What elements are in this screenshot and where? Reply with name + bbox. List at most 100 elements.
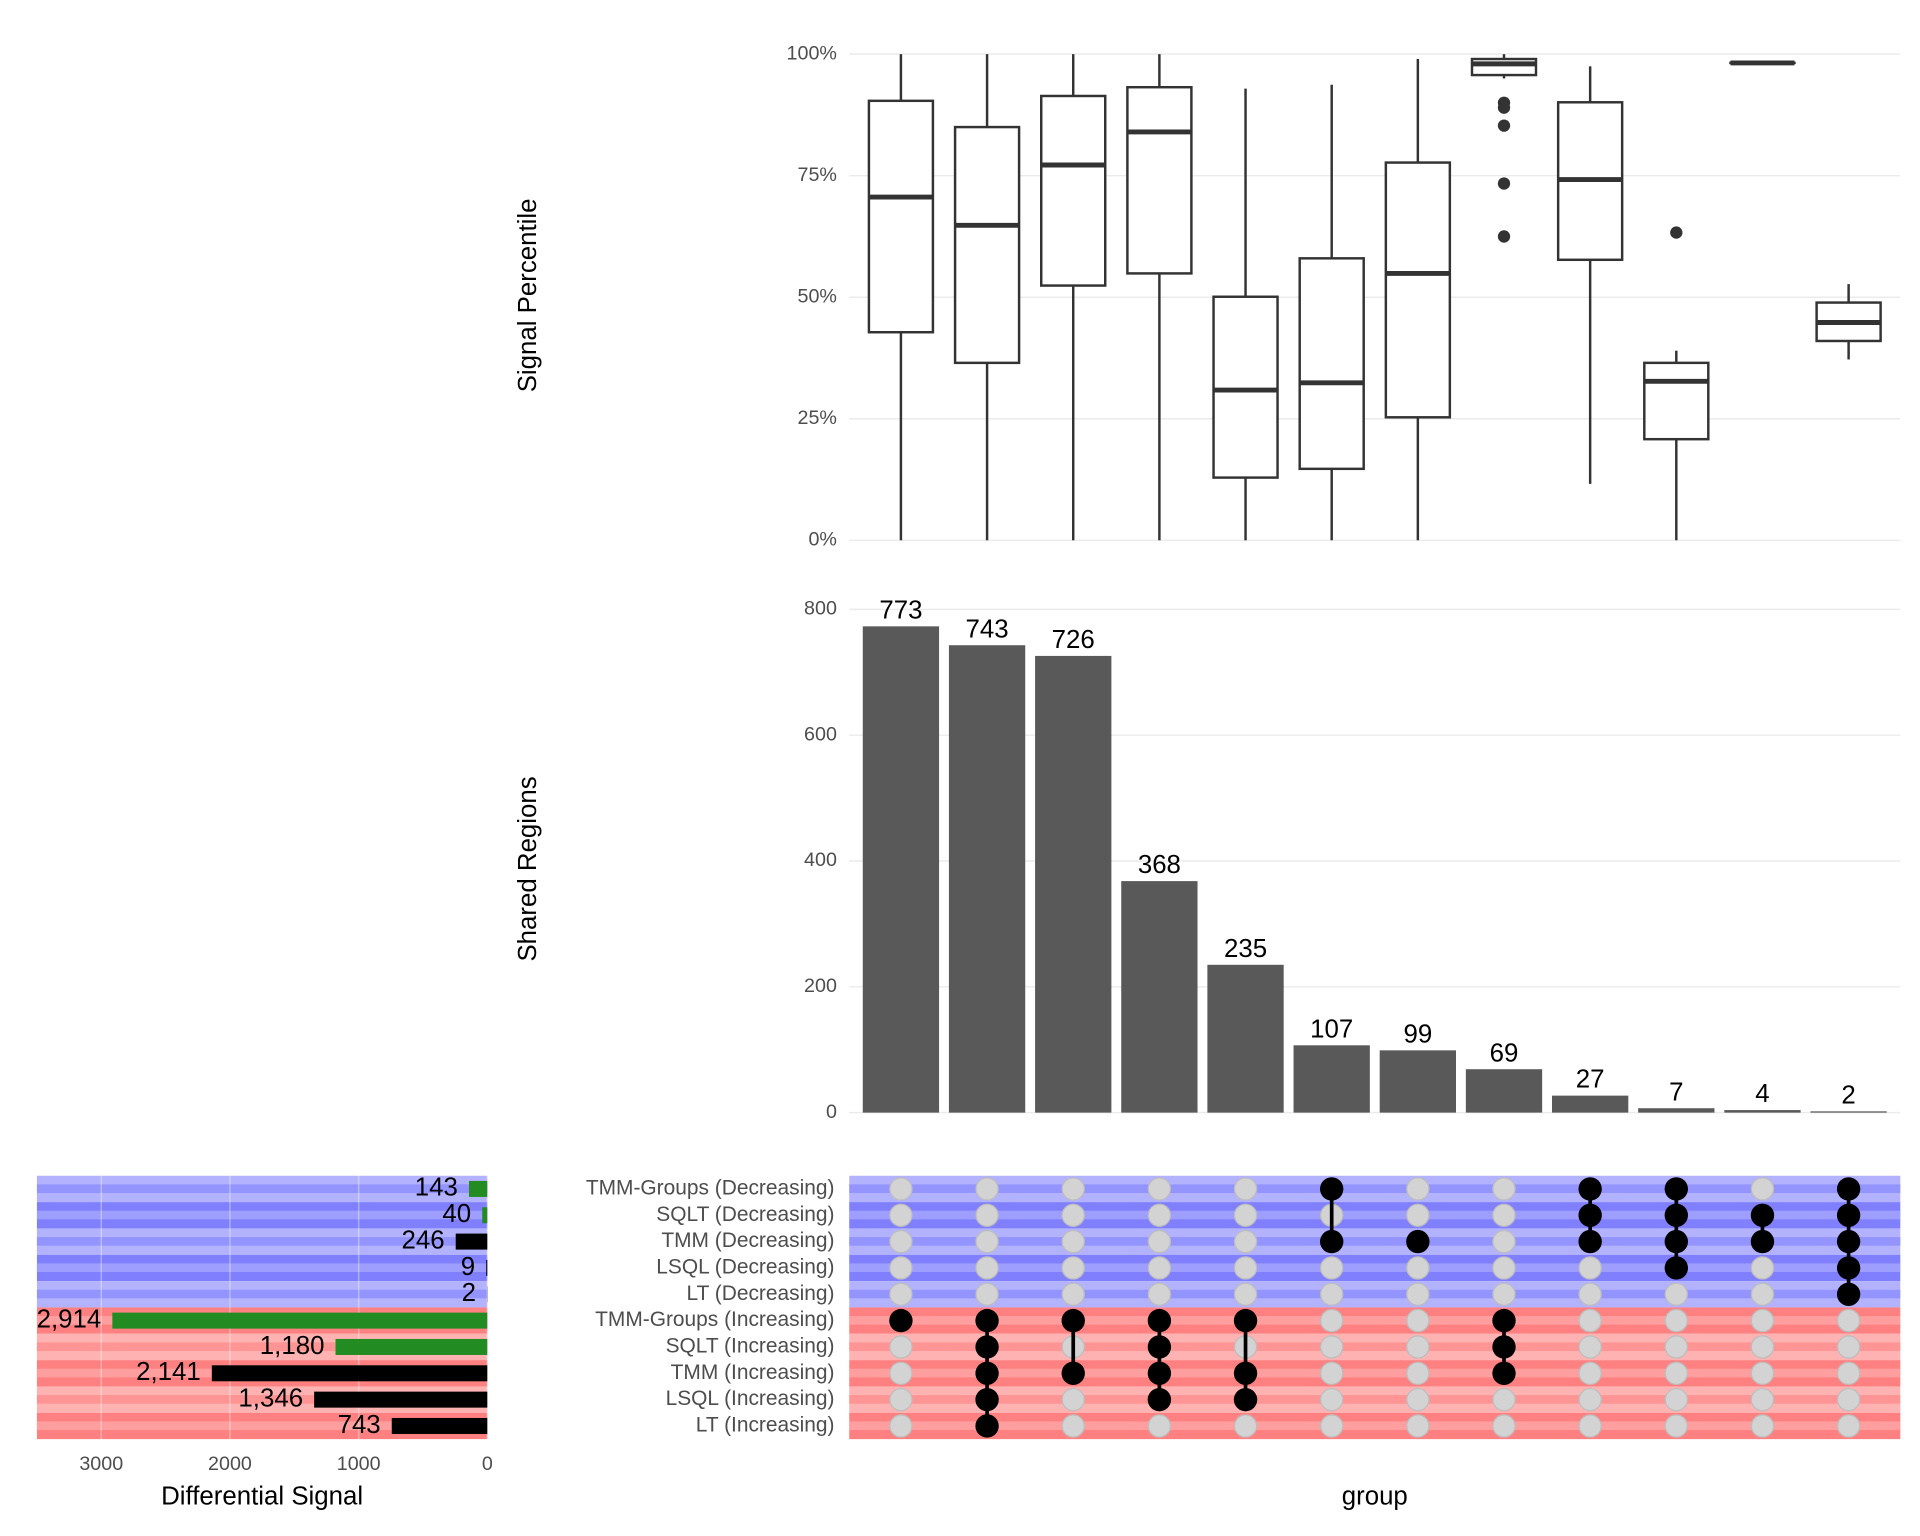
member-dot <box>1233 1387 1258 1412</box>
member-dot <box>1836 1229 1861 1254</box>
row-stripe <box>36 1184 488 1193</box>
set-label: TMM (Decreasing) <box>661 1229 834 1252</box>
empty-dot <box>1836 1387 1861 1412</box>
empty-dot <box>889 1229 913 1254</box>
empty-dot <box>1750 1335 1775 1359</box>
outlier <box>1497 119 1511 132</box>
bar-value-label: 2,914 <box>37 1305 102 1333</box>
bar-value-label: 246 <box>402 1226 445 1254</box>
x-axis-title: Differential Signal <box>161 1483 363 1511</box>
set-label: SQLT (Decreasing) <box>656 1203 834 1226</box>
bar <box>1638 1108 1715 1113</box>
empty-dot <box>1406 1177 1430 1201</box>
empty-dot <box>1233 1229 1258 1254</box>
empty-dot <box>889 1387 913 1412</box>
empty-dot <box>1147 1414 1172 1438</box>
x-axis-title: group <box>1342 1483 1408 1511</box>
member-dot <box>1664 1203 1688 1227</box>
empty-dot <box>1750 1308 1775 1333</box>
empty-dot <box>1233 1256 1258 1280</box>
empty-dot <box>975 1203 999 1227</box>
bar <box>1035 655 1112 1113</box>
member-dot <box>1664 1177 1688 1201</box>
member-dot <box>1147 1308 1172 1333</box>
empty-dot <box>889 1177 913 1201</box>
bar <box>1724 1110 1801 1113</box>
member-dot <box>1664 1256 1688 1280</box>
row-stripe <box>36 1237 488 1246</box>
set-label: TMM-Groups (Decreasing) <box>586 1176 835 1199</box>
empty-dot <box>1233 1414 1258 1438</box>
empty-dot <box>1492 1387 1516 1412</box>
row-stripe <box>849 1237 1901 1246</box>
box <box>1212 295 1279 479</box>
empty-dot <box>975 1282 999 1306</box>
empty-dot <box>1061 1387 1085 1412</box>
empty-dot <box>975 1177 999 1201</box>
empty-dot <box>1406 1387 1430 1412</box>
x-tick-label: 3000 <box>79 1453 123 1475</box>
bar <box>1121 881 1198 1113</box>
bar-value-label: 773 <box>879 596 922 624</box>
bar <box>468 1180 488 1197</box>
bar <box>1552 1095 1629 1113</box>
bar-value-label: 9 <box>461 1253 475 1281</box>
bar-value-label: 2,141 <box>136 1358 201 1386</box>
empty-dot <box>1664 1414 1688 1438</box>
member-dot <box>1836 1256 1861 1280</box>
member-dot <box>1233 1361 1258 1385</box>
bar-value-label: 235 <box>1224 935 1267 963</box>
empty-dot <box>1320 1414 1344 1438</box>
empty-dot <box>1147 1256 1172 1280</box>
member-dot <box>1578 1177 1602 1201</box>
member-dot <box>1836 1203 1861 1227</box>
row-stripe <box>36 1395 488 1404</box>
empty-dot <box>1061 1256 1085 1280</box>
empty-dot <box>889 1203 913 1227</box>
empty-dot <box>1578 1256 1602 1280</box>
bar-value-label: 743 <box>966 615 1009 643</box>
outlier <box>1497 177 1511 190</box>
empty-dot <box>1750 1282 1775 1306</box>
bar-value-label: 743 <box>338 1411 381 1439</box>
row-stripe <box>849 1184 1901 1193</box>
member-dot <box>1578 1229 1602 1254</box>
bar-value-label: 107 <box>1310 1015 1353 1043</box>
empty-dot <box>1836 1414 1861 1438</box>
y-axis-title: Shared Regions <box>514 776 542 961</box>
y-axis-title: Signal Percentile <box>514 198 542 392</box>
bar-value-label: 99 <box>1403 1020 1432 1048</box>
empty-dot <box>889 1414 913 1438</box>
x-tick-label: 0 <box>482 1453 493 1475</box>
empty-dot <box>1320 1282 1344 1306</box>
bar-value-label: 368 <box>1138 851 1181 879</box>
member-dot <box>1320 1177 1344 1201</box>
member-dot <box>1147 1361 1172 1385</box>
empty-dot <box>889 1361 913 1385</box>
bar-value-label: 1,346 <box>238 1384 303 1412</box>
member-dot <box>889 1308 913 1333</box>
bar <box>1379 1050 1456 1113</box>
outlier <box>1670 226 1683 239</box>
set-label: LT (Decreasing) <box>687 1282 835 1305</box>
empty-dot <box>1664 1308 1688 1333</box>
y-tick-label: 75% <box>798 164 837 186</box>
empty-dot <box>1406 1282 1430 1306</box>
empty-dot <box>1578 1282 1602 1306</box>
outlier <box>1497 101 1511 114</box>
empty-dot <box>1147 1229 1172 1254</box>
box <box>867 99 935 334</box>
row-stripe <box>849 1368 1901 1378</box>
bar-value-label: 726 <box>1052 626 1095 654</box>
empty-dot <box>889 1282 913 1306</box>
bar-value-label: 2 <box>462 1279 476 1307</box>
member-dot <box>975 1414 999 1438</box>
member-dot <box>1233 1308 1258 1333</box>
y-tick-label: 800 <box>804 598 837 620</box>
empty-dot <box>1406 1256 1430 1280</box>
empty-dot <box>1492 1282 1516 1306</box>
empty-dot <box>889 1335 913 1359</box>
empty-dot <box>1578 1335 1602 1359</box>
empty-dot <box>1578 1361 1602 1385</box>
